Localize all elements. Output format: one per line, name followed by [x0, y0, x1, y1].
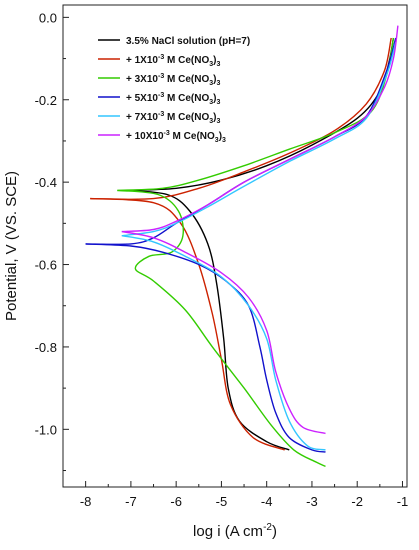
plot-area-frame [62, 4, 408, 488]
cathodic-branch [121, 230, 326, 435]
series-layer [85, 25, 399, 468]
x-axis-title-tail: ) [272, 523, 277, 540]
anodic-branch [117, 37, 395, 192]
x-axis-title: log i (A cm-2) [193, 522, 277, 540]
legend-label: + 10X10-3 M Ce(NO3)3 [126, 130, 226, 144]
x-tick-label: -2 [351, 494, 363, 509]
y-tick-label: -0.2 [35, 93, 57, 108]
axis-ticks: -8 -7 -6 -5 -4 -3 -2 -1 0.0 -0.2 -0.4 -0.6 -0.8 -1.0 [35, 10, 409, 509]
legend-label: + 1X10-3 M Ce(NO3)3 [126, 54, 220, 68]
series-line-2 [90, 37, 392, 451]
anodic-branch [90, 37, 392, 201]
legend-label: + 3X10-3 M Ce(NO3)3 [126, 73, 220, 87]
series-line-5 [121, 41, 397, 451]
anodic-branch [121, 25, 399, 233]
x-tick-label: -4 [261, 494, 273, 509]
cathodic-branch [90, 197, 286, 451]
x-tick-label: -8 [80, 494, 92, 509]
x-tick-label: -3 [306, 494, 318, 509]
legend-label: + 7X10-3 M Ce(NO3)3 [126, 111, 220, 125]
series-line-6 [121, 25, 399, 435]
x-tick-label: -7 [125, 494, 137, 509]
cathodic-branch [85, 243, 326, 453]
y-tick-label: -0.4 [35, 175, 57, 190]
cathodic-branch [126, 189, 290, 451]
y-tick-label: -0.8 [35, 340, 57, 355]
x-tick-label: -1 [397, 494, 409, 509]
y-tick-label: 0.0 [39, 10, 57, 25]
legend: 3.5% NaCl solution (pH=7) + 1X10-3 M Ce(N… [98, 36, 250, 144]
x-tick-label: -6 [170, 494, 182, 509]
y-axis-title: Potential, V (VS. SCE) [3, 171, 20, 321]
y-tick-label: -1.0 [35, 422, 57, 437]
cathodic-branch [117, 189, 326, 468]
series-line-3 [117, 37, 395, 468]
legend-label: 3.5% NaCl solution (pH=7) [126, 36, 250, 47]
x-tick-label: -5 [216, 494, 228, 509]
anodic-branch [121, 41, 397, 237]
y-tick-label: -0.6 [35, 258, 57, 273]
legend-label: + 5X10-3 M Ce(NO3)3 [126, 92, 220, 106]
x-axis-title-main: log i (A cm [193, 523, 263, 540]
x-axis-title-sup: -2 [263, 522, 272, 533]
cathodic-branch [121, 235, 326, 451]
